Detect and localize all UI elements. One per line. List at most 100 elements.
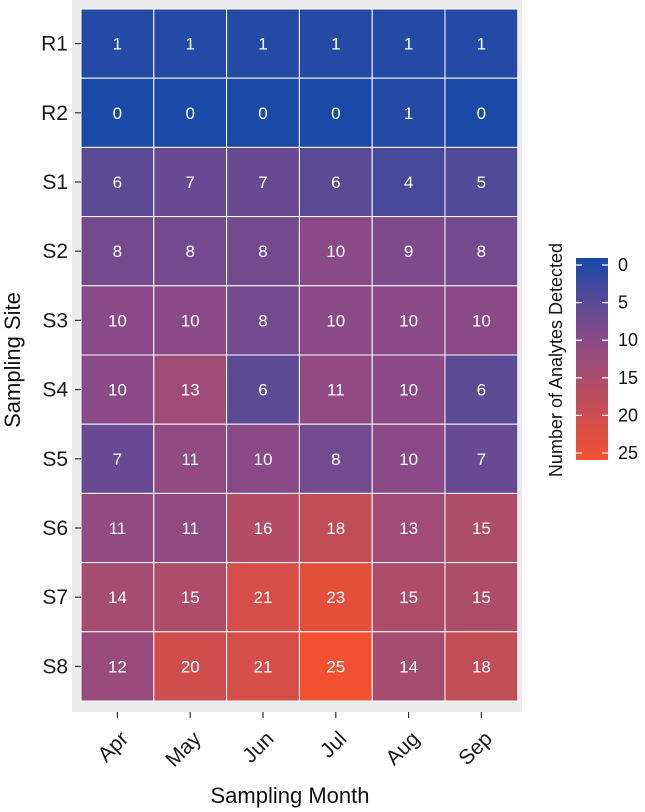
cell-value-label: 10 xyxy=(472,311,491,330)
heatmap-cell xyxy=(371,631,446,702)
cell-value-label: 6 xyxy=(113,173,122,192)
cell-value-label: 0 xyxy=(185,104,194,123)
heatmap-cell xyxy=(444,77,519,148)
y-tick-label: S3 xyxy=(42,309,68,332)
cell-value-label: 8 xyxy=(477,242,486,261)
cell-value-label: 9 xyxy=(404,242,413,261)
cell-value-label: 7 xyxy=(185,173,194,192)
cell-value-label: 11 xyxy=(181,450,199,469)
heatmap-cell xyxy=(80,146,155,218)
y-axis: R1 R2 S1 S2 S3 S4 S5 S6 S7 S8 xyxy=(41,33,81,678)
cell-value-label: 1 xyxy=(258,35,267,54)
cell-value-label: 11 xyxy=(181,519,199,538)
heatmap-cell xyxy=(153,492,228,564)
cell-value-label: 8 xyxy=(331,450,340,469)
cell-value-label: 14 xyxy=(399,657,418,676)
cell-value-label: 0 xyxy=(331,104,340,123)
heatmap-cell xyxy=(226,562,300,633)
cell-value-label: 4 xyxy=(404,173,413,192)
heatmap-cell xyxy=(298,492,373,564)
y-tick-label: S4 xyxy=(42,379,68,402)
cell-value-label: 13 xyxy=(399,519,418,538)
heatmap-cell xyxy=(226,146,300,218)
cell-value-label: 1 xyxy=(185,35,194,54)
cell-value-label: 1 xyxy=(331,35,340,54)
cell-value-label: 10 xyxy=(254,450,273,469)
cell-value-label: 8 xyxy=(258,242,267,261)
heatmap-cell xyxy=(444,562,519,633)
x-tick-label: May xyxy=(161,727,206,772)
cell-value-label: 15 xyxy=(181,588,200,607)
x-axis-title: Sampling Month xyxy=(211,783,370,808)
heatmap-cell xyxy=(80,285,155,356)
heatmap-cell xyxy=(444,631,519,702)
cell-value-label: 15 xyxy=(399,588,418,607)
cell-value-label: 10 xyxy=(108,311,127,330)
heatmap-cell xyxy=(298,77,373,148)
legend-tick-label: 20 xyxy=(618,405,638,425)
y-tick-label: S6 xyxy=(42,517,68,540)
cell-value-label: 8 xyxy=(185,242,194,261)
heatmap-cell xyxy=(444,354,519,425)
heatmap-cell xyxy=(226,8,300,79)
cell-value-label: 7 xyxy=(477,450,486,469)
heatmap-cell xyxy=(226,492,300,564)
heatmap-cell xyxy=(153,631,228,702)
y-tick-label: S2 xyxy=(42,240,68,263)
cell-value-label: 0 xyxy=(477,104,486,123)
cell-value-label: 21 xyxy=(254,588,273,607)
cell-value-label: 10 xyxy=(181,311,200,330)
y-tick-label: S7 xyxy=(42,586,68,609)
heatmap-cell xyxy=(298,562,373,633)
legend-tick-label: 25 xyxy=(618,443,638,463)
x-tick-label: Aug xyxy=(381,727,424,770)
heatmap-cell xyxy=(371,354,446,425)
cell-value-label: 20 xyxy=(181,657,200,676)
cell-value-label: 21 xyxy=(254,657,273,676)
cell-value-label: 1 xyxy=(113,35,122,54)
heatmap-cell xyxy=(80,631,155,702)
y-tick-label: R1 xyxy=(41,33,68,56)
cell-value-label: 11 xyxy=(109,519,127,538)
cell-value-label: 12 xyxy=(108,657,127,676)
heatmap-cell xyxy=(153,423,228,494)
heatmap-cell xyxy=(153,77,228,148)
legend-tick-label: 10 xyxy=(618,330,638,350)
cell-value-label: 11 xyxy=(327,381,345,400)
legend-tick-label: 15 xyxy=(618,368,638,388)
x-tick-label: Apr xyxy=(94,727,133,766)
y-tick-label: S5 xyxy=(42,448,68,471)
cell-value-label: 16 xyxy=(254,519,273,538)
heatmap-cell xyxy=(80,492,155,564)
heatmap-cell xyxy=(153,285,228,356)
heatmap-cells xyxy=(80,8,519,702)
y-tick-label: S1 xyxy=(42,171,68,194)
cell-value-label: 1 xyxy=(477,35,486,54)
x-tick-label: Sep xyxy=(454,727,497,770)
cell-value-label: 10 xyxy=(399,311,418,330)
cell-value-label: 6 xyxy=(477,381,486,400)
cell-value-label: 15 xyxy=(472,519,491,538)
heatmap-cell xyxy=(444,285,519,356)
cell-value-label: 7 xyxy=(113,450,122,469)
heatmap-cell xyxy=(371,492,446,564)
heatmap-cell xyxy=(444,216,519,287)
heatmap-cell xyxy=(226,423,300,494)
heatmap-cell xyxy=(444,146,519,218)
cell-value-label: 8 xyxy=(113,242,122,261)
heatmap-cell xyxy=(226,77,300,148)
cell-value-label: 6 xyxy=(258,381,267,400)
legend-colorbar xyxy=(576,258,608,460)
cell-value-label: 10 xyxy=(326,311,345,330)
heatmap-cell xyxy=(153,8,228,79)
cell-value-label: 0 xyxy=(258,104,267,123)
heatmap-cell xyxy=(298,146,373,218)
heatmap-cell xyxy=(80,77,155,148)
cell-value-label: 18 xyxy=(472,657,491,676)
heatmap-cell xyxy=(153,562,228,633)
cell-value-label: 10 xyxy=(326,242,345,261)
cell-value-label: 10 xyxy=(399,381,418,400)
x-tick-label: Jun xyxy=(238,727,278,767)
